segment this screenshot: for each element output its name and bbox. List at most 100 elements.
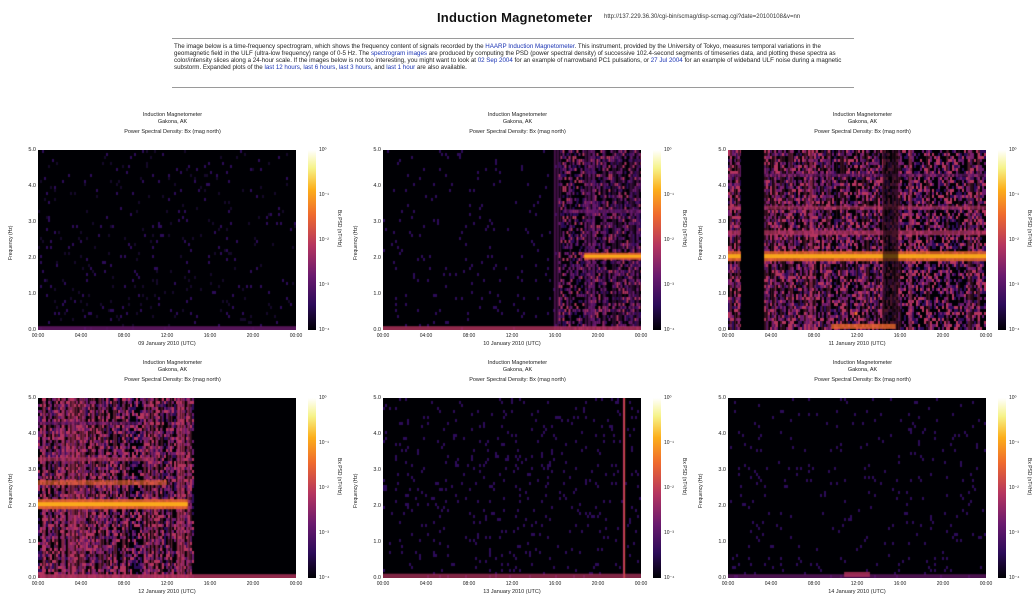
page-header: Induction Magnetometer http://137.229.36…: [0, 6, 1035, 28]
x-tick-label: 16:00: [548, 581, 562, 587]
intro-text: The image below is a time-frequency spec…: [174, 43, 486, 50]
plot-title-line1: Induction Magnetometer: [487, 360, 548, 366]
colorbar-tick-label: 10⁻⁴: [664, 327, 675, 333]
spectrogram-plot: [728, 398, 986, 578]
x-tick-label: 08:00: [117, 333, 131, 339]
intro-paragraph: The image below is a time-frequency spec…: [172, 38, 854, 88]
last-6-hours-link[interactable]: last 6 hours: [303, 64, 336, 72]
colorbar-tick-label: 10⁻³: [319, 530, 329, 536]
plot-title-line2: Gakona, AK: [847, 367, 878, 373]
plot-title-line3: Power Spectral Density: Bx (mag north): [469, 377, 566, 383]
spectrogram-plot: [383, 150, 641, 330]
x-tick-label: 00:00: [721, 581, 735, 587]
haarp-link[interactable]: HAARP Induction Magnetometer: [485, 43, 575, 50]
spectrogram-plot: [38, 398, 296, 578]
colorbar-tick-label: 10⁻³: [1009, 282, 1019, 288]
colorbar-tick-label: 10⁰: [664, 395, 672, 401]
x-tick-label: 12:00: [505, 333, 519, 339]
x-tick-label: 00:00: [289, 581, 303, 587]
x-tick-label: 00:00: [979, 333, 993, 339]
y-tick-label: 5.0: [718, 147, 726, 153]
x-tick-label: 12:00: [850, 333, 864, 339]
page-title: Induction Magnetometer: [437, 10, 593, 25]
plot-title-line1: Induction Magnetometer: [142, 112, 203, 118]
x-tick-label: 12:00: [850, 581, 864, 587]
plot-title-line1: Induction Magnetometer: [832, 112, 893, 118]
x-tick-label: 08:00: [462, 333, 476, 339]
y-tick-label: 3.0: [718, 219, 726, 225]
x-tick-label: 00:00: [376, 581, 390, 587]
intro-text: for an example of wideband ULF noise dur…: [174, 57, 842, 72]
x-tick-label: 20:00: [591, 581, 605, 587]
spectrogram-image: [38, 398, 296, 578]
x-tick-label: 12:00: [160, 333, 174, 339]
y-tick-label: 4.0: [373, 431, 381, 437]
y-axis-label: Frequency (Hz): [698, 225, 704, 260]
plot-title-line2: Gakona, AK: [847, 119, 878, 125]
spectrogram-image: [728, 150, 986, 330]
y-tick-label: 2.0: [373, 255, 381, 261]
x-tick-label: 16:00: [548, 333, 562, 339]
spectrogram-panel: Induction Magnetometer Gakona, AK Power Sp…: [690, 110, 1035, 358]
x-tick-label: 00:00: [31, 333, 45, 339]
y-tick-label: 3.0: [373, 467, 381, 473]
spectrogram-panel: Induction Magnetometer Gakona, AK Power Sp…: [345, 358, 690, 606]
colorbar-tick-label: 10⁻³: [664, 282, 674, 288]
x-tick-label: 20:00: [246, 581, 260, 587]
colorbar-label: Bx PSD (nT²/Hz): [336, 210, 342, 248]
y-tick-label: 4.0: [28, 183, 36, 189]
colorbar-tick-label: 10⁻⁴: [1009, 575, 1020, 581]
page-url: http://137.229.36.30/cgi-bin/scmag/disp-…: [604, 14, 801, 20]
colorbar-tick-label: 10⁻⁴: [1009, 327, 1020, 333]
intro-text: ,: [335, 64, 339, 72]
spectrogram-image: [38, 150, 296, 330]
colorbar: [653, 150, 661, 330]
colorbar-tick-label: 10⁰: [319, 147, 327, 153]
spectrogram-panel: Induction Magnetometer Gakona, AK Power Sp…: [0, 110, 345, 358]
intro-text: are also available.: [415, 64, 467, 72]
colorbar-tick-label: 10⁻²: [1009, 485, 1019, 491]
x-tick-label: 00:00: [979, 581, 993, 587]
last-1-hour-link[interactable]: last 1 hour: [386, 64, 416, 72]
colorbar: [308, 398, 316, 578]
x-tick-label: 08:00: [462, 581, 476, 587]
spectrogram-image: [383, 398, 641, 578]
y-tick-label: 0.0: [28, 327, 36, 333]
last-3-hours-link[interactable]: last 3 hours: [338, 64, 371, 72]
y-tick-label: 0.0: [373, 327, 381, 333]
intro-text: , and: [370, 64, 387, 72]
plot-title-line3: Power Spectral Density: Bx (mag north): [124, 377, 221, 383]
colorbar-tick-label: 10⁻³: [319, 282, 329, 288]
y-axis-label: Frequency (Hz): [353, 473, 359, 508]
sep-2004-link[interactable]: 02 Sep 2004: [477, 57, 513, 65]
colorbar-tick-label: 10⁻²: [1009, 237, 1019, 243]
plot-title-line3: Power Spectral Density: Bx (mag north): [469, 129, 566, 135]
y-tick-label: 0.0: [28, 575, 36, 581]
y-tick-label: 3.0: [373, 219, 381, 225]
x-tick-label: 04:00: [419, 333, 433, 339]
x-tick-label: 20:00: [936, 333, 950, 339]
x-tick-label: 00:00: [376, 333, 390, 339]
spectrogram-images-link[interactable]: spectrogram images: [370, 50, 428, 58]
colorbar-label: Bx PSD (nT²/Hz): [681, 458, 687, 496]
y-axis-label: Frequency (Hz): [8, 225, 14, 260]
x-tick-label: 00:00: [289, 333, 303, 339]
x-tick-label: 08:00: [807, 333, 821, 339]
colorbar-tick-label: 10⁻¹: [1009, 440, 1019, 446]
x-tick-label: 12:00: [160, 581, 174, 587]
intro-text: ,: [299, 64, 304, 72]
colorbar-tick-label: 10⁻²: [664, 237, 674, 243]
plot-title-line2: Gakona, AK: [157, 119, 188, 125]
y-tick-label: 1.0: [373, 539, 381, 545]
spectrogram-plot: [38, 150, 296, 330]
x-tick-label: 20:00: [936, 581, 950, 587]
last-12-hours-link[interactable]: last 12 hours: [264, 64, 300, 72]
x-tick-label: 04:00: [74, 581, 88, 587]
y-tick-label: 1.0: [28, 291, 36, 297]
y-tick-label: 5.0: [373, 395, 381, 401]
jul-2004-link[interactable]: 27 Jul 2004: [650, 57, 683, 65]
colorbar: [653, 398, 661, 578]
y-tick-label: 3.0: [718, 467, 726, 473]
x-tick-label: 04:00: [74, 333, 88, 339]
x-tick-label: 16:00: [203, 333, 217, 339]
